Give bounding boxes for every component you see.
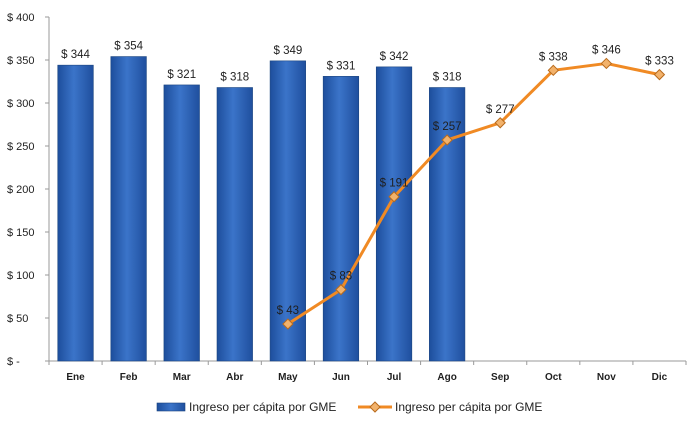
line-data-label: $ 338 — [539, 51, 568, 63]
series-line — [287, 61, 660, 326]
x-tick-label: May — [278, 372, 298, 383]
line-marker — [494, 117, 506, 129]
line-data-label: $ 83 — [330, 271, 352, 283]
x-tick-label: Jun — [332, 372, 350, 383]
line-data-label: $ 191 — [380, 178, 409, 190]
x-tick-label: Sep — [491, 372, 509, 383]
bar — [216, 87, 253, 362]
line-marker — [653, 68, 666, 81]
x-tick-label: Ene — [66, 372, 85, 383]
bar-data-label: $ 318 — [433, 72, 462, 84]
bar — [110, 56, 147, 362]
x-tick-label: Mar — [173, 372, 191, 383]
y-tick-label: $ 150 — [7, 227, 35, 239]
bar-data-label: $ 318 — [220, 72, 249, 84]
line-data-label: $ 277 — [486, 104, 515, 116]
data-labels: $ 344 $ 354 $ 321 $ 318 $ 349 $ 331 $ 342 $ 318… — [61, 41, 674, 317]
bar-data-label: $ 331 — [327, 60, 356, 72]
y-tick-label: $ 300 — [7, 98, 35, 110]
legend-swatch-marker — [369, 401, 381, 413]
bar — [163, 84, 200, 362]
axes: $ - $ 50 $ 100 $ 150 $ 200 $ 250 $ 300 $ 350 $ 4… — [7, 12, 687, 383]
bar — [269, 60, 306, 362]
legend-label-bar: Ingreso per cápita por GME — [189, 400, 336, 414]
y-tick-label: $ 100 — [7, 270, 35, 282]
line-series — [282, 57, 666, 330]
x-tick-label: Dic — [652, 372, 668, 383]
bar-data-label: $ 342 — [380, 51, 409, 63]
line-marker — [335, 283, 347, 296]
legend-label-line: Ingreso per cápita por GME — [395, 400, 542, 414]
bar — [375, 66, 413, 362]
line-marker — [388, 191, 400, 203]
x-tick-label: Oct — [545, 372, 562, 383]
y-tick-label: $ - — [7, 356, 20, 368]
line-marker — [547, 64, 559, 77]
bar-data-label: $ 321 — [167, 69, 196, 81]
y-tick-label: $ 200 — [7, 184, 35, 196]
x-tick-label: Abr — [226, 372, 243, 383]
line-marker — [282, 318, 294, 330]
bar-series — [57, 56, 466, 362]
line-data-label: $ 43 — [277, 305, 299, 317]
line-data-label: $ 257 — [433, 121, 462, 133]
line-marker — [441, 134, 453, 146]
x-tick-label: Jul — [387, 372, 402, 383]
bar-data-label: $ 354 — [114, 41, 143, 53]
bar — [322, 76, 360, 362]
line-data-label: $ 333 — [645, 56, 674, 68]
x-tick-label: Feb — [120, 372, 138, 383]
bar — [57, 64, 94, 362]
line-data-label: $ 346 — [592, 44, 621, 56]
bar-data-label: $ 344 — [61, 49, 90, 61]
legend-swatch-bar — [156, 402, 186, 412]
y-tick-label: $ 350 — [7, 55, 35, 67]
y-tick-label: $ 250 — [7, 141, 35, 153]
x-tick-label: Ago — [437, 372, 456, 383]
bar-data-label: $ 349 — [273, 45, 302, 57]
legend: Ingreso per cápita por GME Ingreso per cá… — [156, 400, 542, 414]
x-tick-label: Nov — [597, 372, 616, 383]
y-tick-label: $ 400 — [7, 12, 35, 24]
bar — [429, 87, 466, 362]
y-tick-label: $ 50 — [7, 313, 28, 325]
line-marker — [600, 57, 613, 70]
